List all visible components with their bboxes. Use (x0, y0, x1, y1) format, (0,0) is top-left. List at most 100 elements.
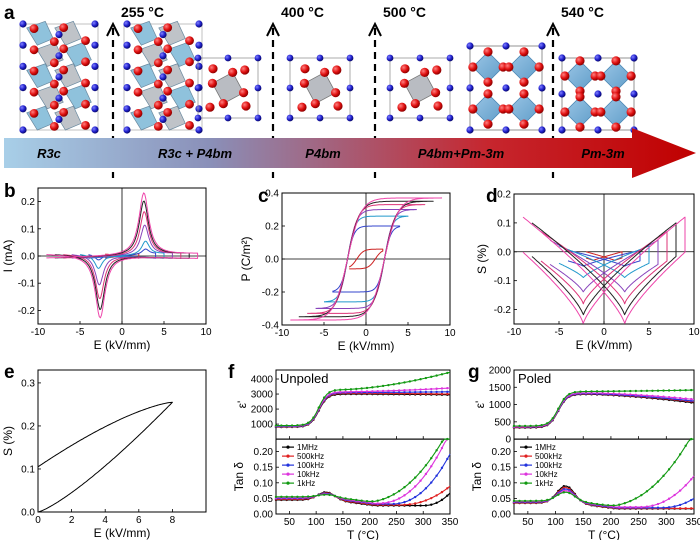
panel-b-label: b (4, 181, 16, 202)
cation-atom (538, 42, 546, 50)
permittivity-point (645, 389, 649, 393)
cation-atom (91, 41, 99, 49)
oxygen-atom (163, 44, 173, 54)
oxygen-atom (59, 108, 69, 117)
permittivity-point (360, 390, 363, 393)
permittivity-point (424, 388, 428, 391)
loss-point (424, 499, 428, 502)
permittivity-point (408, 380, 412, 383)
permittivity-point (414, 388, 417, 391)
cation-atom (195, 41, 203, 49)
structure-p4bm-mixed (194, 54, 262, 122)
legend-marker (286, 481, 290, 485)
cation-atom (286, 84, 294, 92)
loss-point (408, 490, 412, 493)
oxygen-atom (575, 56, 585, 66)
loss-point (568, 491, 571, 495)
y-tick-label: -0.2 (494, 305, 512, 316)
cation-atom (558, 126, 566, 134)
permittivity-point (568, 392, 571, 396)
oxygen-atom (626, 71, 636, 81)
permittivity-point (557, 407, 560, 410)
y-tick-label: 0.2 (265, 222, 279, 233)
panel-a: a 255 °C 400 °C 500 °C 540 °C R3c R3c + P4bm… (4, 3, 696, 178)
transition-arrowhead-3 (546, 21, 560, 37)
permittivity-point (430, 387, 433, 391)
panel-d: d -10 -5 0 5 10 -0.2 -0.1 0.0 0.1 0.2 E (kV/mm) S (%… (475, 186, 700, 352)
permittivity-point (690, 399, 693, 403)
y-tick-label: 2000 (251, 405, 274, 416)
loss-point (430, 481, 433, 484)
y-tick-label: 0.10 (492, 478, 512, 489)
permittivity-point (397, 389, 401, 392)
panel-c: c -10 -5 0 5 10 -0.4 -0.2 0.0 0.2 0.4 E (kV/mm) P (C… (239, 186, 456, 353)
panel-g-label: g (468, 362, 480, 383)
cation-atom (254, 84, 262, 92)
cation-atom (194, 114, 202, 122)
oxygen-atom (153, 37, 163, 46)
oxygen-atom (59, 86, 69, 96)
transition-temperatures: 255 °C 400 °C 500 °C 540 °C (106, 4, 604, 178)
oxygen-atom (519, 89, 529, 99)
oxygen-atom (185, 57, 194, 67)
cation-atom (254, 114, 262, 122)
loss-point (645, 490, 649, 493)
cation-atom (558, 90, 566, 98)
legend-label: 100kHz (535, 461, 562, 470)
oxygen-atom (208, 64, 218, 74)
cation-atom (195, 20, 203, 28)
permittivity-point (387, 383, 390, 387)
oxygen-atom (504, 62, 514, 72)
permittivity-point (634, 389, 638, 393)
legend-label: 10kHz (297, 470, 320, 479)
oxygen-atom (431, 88, 441, 98)
permittivity-point (381, 384, 385, 388)
loss-point (403, 486, 406, 489)
cation-atom (594, 90, 602, 98)
loss-point (651, 506, 654, 509)
permittivity-point (290, 424, 294, 427)
y-tick-label: 0.2 (21, 197, 35, 208)
loss-point (684, 484, 687, 487)
cation-atom (416, 54, 424, 62)
loss-point (424, 504, 428, 507)
loss-point (595, 502, 599, 506)
permittivity-point (579, 390, 582, 393)
panel-title: Unpoled (280, 371, 328, 386)
legend-label: 500kHz (297, 452, 324, 461)
cation-atom (91, 84, 99, 92)
x-tick-label: -10 (275, 328, 290, 339)
permittivity-point (312, 416, 315, 419)
plot-frame (37, 369, 207, 513)
transition-temp-3: 540 °C (561, 4, 604, 20)
crystal-structures (19, 20, 638, 134)
x-tick-label: 5 (646, 327, 652, 338)
loss-point (590, 502, 593, 505)
permittivity-point (397, 391, 401, 394)
loss-point (634, 497, 638, 500)
loss-point (376, 502, 379, 505)
permittivity-point (601, 390, 604, 393)
y-axis-label: S (%) (475, 244, 489, 274)
permittivity-point (634, 393, 638, 397)
cation-atom (194, 84, 202, 92)
loss-point (414, 476, 417, 479)
cation-atom (466, 126, 474, 134)
cation-atom (316, 114, 324, 122)
y-tick-label: 0.00 (254, 510, 274, 521)
loss-point (435, 449, 438, 452)
loss-point (673, 507, 676, 510)
cation-atom (446, 54, 454, 62)
cation-atom (19, 62, 27, 70)
loss-point (430, 456, 433, 460)
oxygen-atom (320, 67, 330, 77)
octahedron (211, 71, 245, 105)
y-tick-label: 0.1 (21, 464, 35, 475)
loss-point (435, 494, 438, 497)
oxygen-atom (575, 122, 585, 132)
loss-point (579, 498, 582, 502)
oxygen-atom (29, 66, 39, 76)
x-tick-label: 8 (170, 515, 176, 526)
oxygen-atom (611, 56, 621, 66)
